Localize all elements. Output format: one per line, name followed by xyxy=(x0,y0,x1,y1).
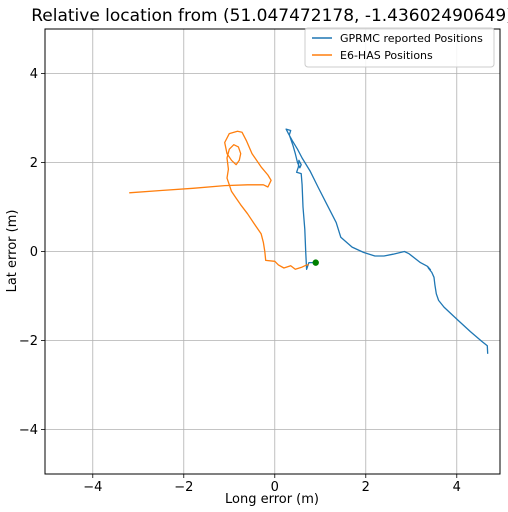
x-tick-label: −2 xyxy=(174,480,193,495)
legend: GPRMC reported Positions E6-HAS Position… xyxy=(304,27,495,68)
legend-box xyxy=(304,27,495,68)
y-tick-label: 4 xyxy=(30,67,38,82)
current-position-marker xyxy=(312,259,319,266)
grid xyxy=(45,29,500,474)
series-line-e6has xyxy=(129,130,309,270)
legend-label-gprmc: GPRMC reported Positions xyxy=(340,32,483,45)
chart-title: Relative location from (51.047472178, -1… xyxy=(31,6,508,26)
y-tick-label: −4 xyxy=(19,423,38,438)
legend-label-e6has: E6-HAS Positions xyxy=(340,49,433,62)
plot-area xyxy=(129,128,489,354)
y-tick-label: −2 xyxy=(19,334,38,349)
ticks: −4 −2 0 2 4 −4 −2 0 2 4 xyxy=(19,67,461,495)
series-layer xyxy=(129,128,489,354)
x-tick-label: 2 xyxy=(362,480,370,495)
series-line-gprmc xyxy=(285,128,489,354)
y-tick-label: 0 xyxy=(30,245,38,260)
x-tick-label: 0 xyxy=(271,480,279,495)
x-tick-label: 4 xyxy=(453,480,461,495)
y-tick-label: 2 xyxy=(30,156,38,171)
y-axis-label: Lat error (m) xyxy=(5,210,20,293)
x-axis-label: Long error (m) xyxy=(225,492,319,507)
x-tick-label: −4 xyxy=(83,480,102,495)
